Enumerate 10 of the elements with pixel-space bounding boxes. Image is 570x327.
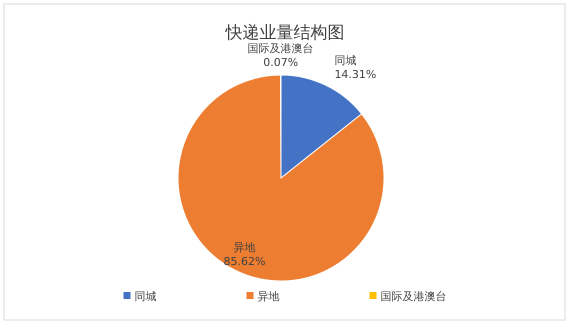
data-label: 14.31% [334,68,376,82]
data-label: 0.07% [263,56,298,69]
slice-label: 异地 [233,241,256,254]
slice-label: 同城 [334,54,356,68]
data-label: 85.62% [223,255,266,268]
legend-label: 国际及港澳台 [380,290,446,303]
slice-label: 国际及港澳台 [248,42,314,55]
legend-label: 同城 [134,290,156,303]
legend-label: 异地 [258,290,280,303]
chart-title: 快递业量结构图 [224,23,344,43]
